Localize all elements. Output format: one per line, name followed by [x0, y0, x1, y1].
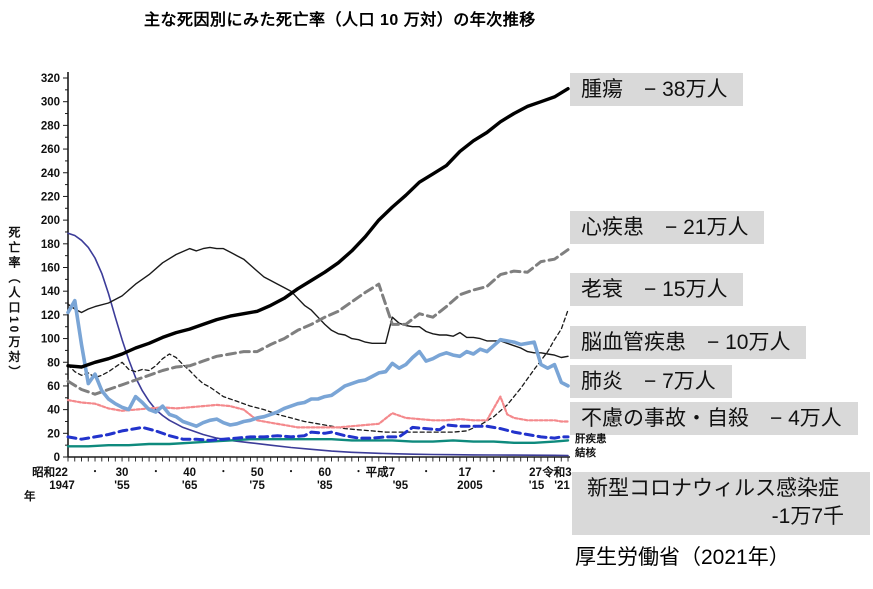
x-year-label: '55: [114, 480, 130, 492]
y-tick-label: 220: [41, 191, 60, 203]
chart-title: 主な死因別にみた死亡率（人口 10 万対）の年次推移: [144, 12, 536, 29]
y-tick-label: 200: [41, 215, 60, 227]
x-era-label: 50: [251, 467, 264, 479]
x-era-label: 平成7: [366, 465, 395, 479]
y-tick-label: 180: [41, 239, 60, 251]
y-tick-label: 140: [41, 286, 60, 298]
callout-senility: 老衰 − 15万人: [570, 273, 744, 306]
x-era-label: 令和3: [541, 465, 571, 479]
x-era-label: 17: [459, 467, 472, 479]
y-tick-label: 120: [41, 310, 60, 322]
x-year-label: '95: [393, 480, 409, 492]
x-era-label: 40: [183, 467, 196, 479]
series-suicide: [66, 423, 570, 442]
x-year-label: '85: [317, 480, 333, 492]
x-year-label: '15: [529, 480, 545, 492]
x-label-dot: ・: [354, 467, 364, 478]
series-heart-disease: [66, 248, 570, 396]
series-pneumonia: [66, 298, 570, 429]
y-tick-label: 0: [54, 452, 60, 464]
y-tick-label: 160: [41, 263, 60, 275]
x-label-dot: ・: [286, 467, 296, 478]
callout-heart-disease: 心疾患 − 21万人: [570, 211, 765, 244]
end-label-tuberculosis: 結核: [575, 447, 596, 459]
y-tick-label: 40: [47, 405, 60, 417]
y-tick-label: 20: [47, 428, 60, 440]
callout-tumor: 腫瘍 − 38万人: [570, 73, 744, 106]
series-senility: [67, 309, 569, 433]
x-year-label: 1947: [49, 480, 75, 492]
callout-pneumonia: 肺炎 − 7万人: [570, 365, 732, 398]
x-label-dot: ・: [151, 467, 161, 478]
series-accidents-suicide: [66, 395, 570, 429]
series-tumor: [66, 86, 570, 369]
y-tick-label: 240: [41, 168, 60, 180]
source-label: 厚生労働省（2021年）: [575, 546, 790, 569]
callout-accidents-suicide: 不慮の事故・自殺 − 4万人: [570, 402, 858, 435]
x-label-dot: ・: [90, 467, 100, 478]
end-label-liver-disease: 肝疾患: [575, 433, 607, 445]
x-label-dot: ・: [421, 467, 431, 478]
y-tick-label: 280: [41, 120, 60, 132]
covid-label-line2: -1万7千: [771, 505, 844, 528]
x-label-dot: ・: [489, 467, 499, 478]
y-axis-title: 死亡率（人口10万対）: [7, 226, 21, 381]
x-label-dot: ・: [218, 467, 228, 478]
y-tick-label: 320: [41, 73, 60, 85]
y-tick-label: 60: [47, 381, 60, 393]
covid-label-line1: 新型コロナウィルス感染症: [587, 477, 839, 500]
x-era-label: 27: [529, 467, 542, 479]
y-tick-label: 100: [41, 334, 60, 346]
callout-covid: 新型コロナウィルス感染症 -1万7千: [572, 472, 870, 535]
y-tick-label: 260: [41, 144, 60, 156]
x-year-label: '65: [182, 480, 198, 492]
callout-cerebrovascular: 脳血管疾患 − 10万人: [570, 326, 807, 359]
x-year-label: 2005: [457, 480, 483, 492]
y-tick-label: 80: [47, 357, 60, 369]
x-axis-unit: 年: [24, 489, 36, 503]
y-tick-label: 300: [41, 97, 60, 109]
x-era-label: 30: [116, 467, 129, 479]
x-year-label: '21: [554, 480, 570, 492]
x-era-label: 昭和22: [32, 465, 68, 479]
series-cerebrovascular: [67, 246, 569, 359]
x-year-label: '75: [249, 480, 265, 492]
series-liver-disease: [66, 438, 570, 448]
x-era-label: 60: [318, 467, 331, 479]
